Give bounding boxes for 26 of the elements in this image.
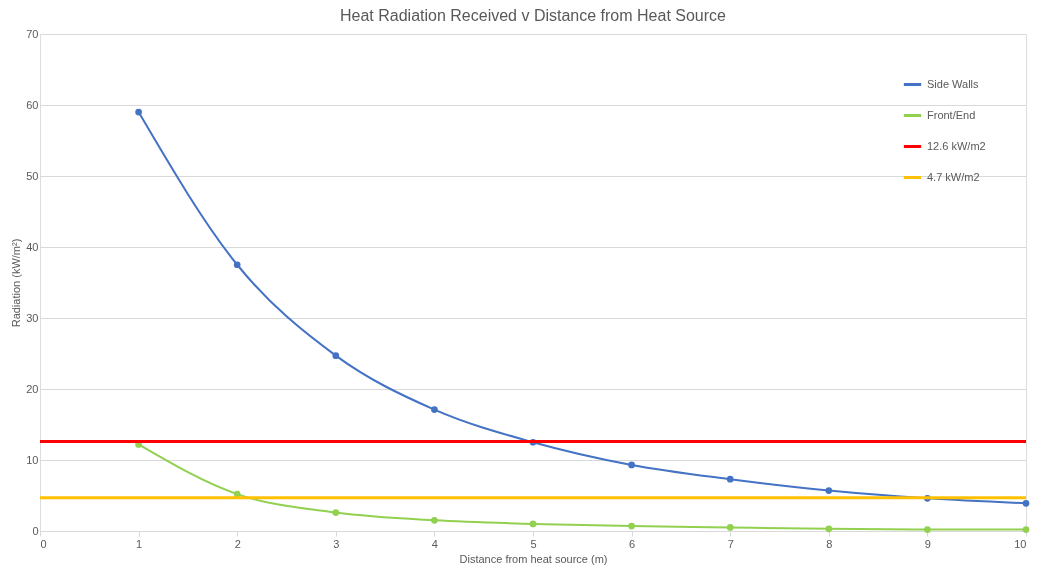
x-tick-label: 4 <box>431 537 438 550</box>
x-tick-label: 9 <box>924 537 931 550</box>
x-tick-label: 10 <box>1014 537 1027 550</box>
y-tick-label: 0 <box>32 524 39 537</box>
x-tick-label: 0 <box>40 537 47 550</box>
y-tick-label: 50 <box>26 169 39 182</box>
y-tick-label: 20 <box>26 382 39 395</box>
y-tick-label: 60 <box>26 98 39 111</box>
x-tick-label: 5 <box>530 537 537 550</box>
legend-label: Front/End <box>927 108 976 121</box>
y-tick-label: 40 <box>26 240 39 253</box>
y-axis-title: Radiation (kW/m²) <box>10 238 23 328</box>
y-tick-label: 30 <box>26 311 39 324</box>
x-tick-label: 2 <box>234 537 241 550</box>
x-tick-label: 7 <box>727 537 734 550</box>
y-tick-label: 70 <box>26 27 39 40</box>
x-tick-label: 3 <box>333 537 340 550</box>
x-tick-label: 1 <box>136 537 143 550</box>
legend-label: 4.7 kW/m2 <box>927 170 980 183</box>
x-axis-title: Distance from heat source (m) <box>459 552 608 565</box>
legend-label: Side Walls <box>927 77 980 90</box>
x-tick-label: 8 <box>826 537 833 550</box>
y-tick-label: 10 <box>26 453 39 466</box>
x-tick-label: 6 <box>629 537 636 550</box>
chart-title: Heat Radiation Received v Distance from Heat Source <box>340 7 727 24</box>
legend-label: 12.6 kW/m2 <box>927 139 986 152</box>
